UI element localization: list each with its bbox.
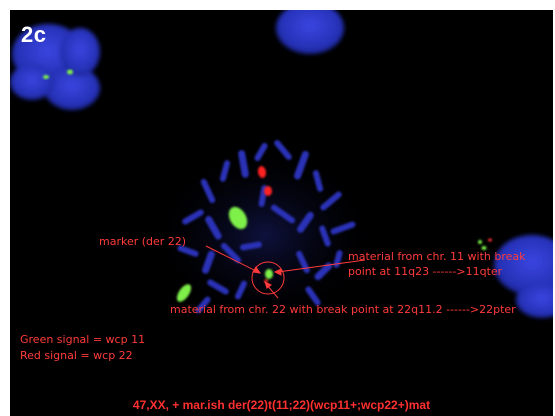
metaphase-chromosomes [177, 140, 356, 314]
marker-annotation: marker (der 22) [99, 235, 187, 248]
signals-right-nucleus [478, 238, 492, 250]
interphase-nucleus-top-left [10, 24, 100, 110]
red-signal-wcp22 [257, 166, 272, 196]
interphase-nucleus-right [494, 235, 553, 318]
chr22-annotation: material from chr. 22 with break point a… [170, 303, 516, 316]
karyotype-caption: 47,XX, + mar.ish der(22)t(11;22)(wcp11+;… [132, 398, 431, 412]
panel-label: 2c [21, 22, 47, 47]
micrograph-image [10, 10, 553, 325]
legend-green: Green signal = wcp 11 [20, 333, 146, 346]
interphase-nucleus-top-center [276, 10, 344, 54]
signal-legend: Green signal = wcp 11 Red signal = wcp 2… [20, 332, 145, 364]
green-signal-interphase [43, 69, 73, 79]
marker-circle [251, 261, 285, 295]
legend-red: Red signal = wcp 22 [20, 349, 133, 362]
annotation-arrows [205, 245, 366, 299]
chr11-annotation-line1: material from chr. 11 with break [348, 250, 526, 263]
chr11-annotation: material from chr. 11 with break point a… [348, 249, 526, 279]
chr11-annotation-line2: point at 11q23 ------>11qter [348, 265, 503, 278]
fish-micrograph: 2c marker (der 22) material from chr. 11… [10, 10, 553, 416]
green-signal-wcp11 [176, 206, 248, 302]
